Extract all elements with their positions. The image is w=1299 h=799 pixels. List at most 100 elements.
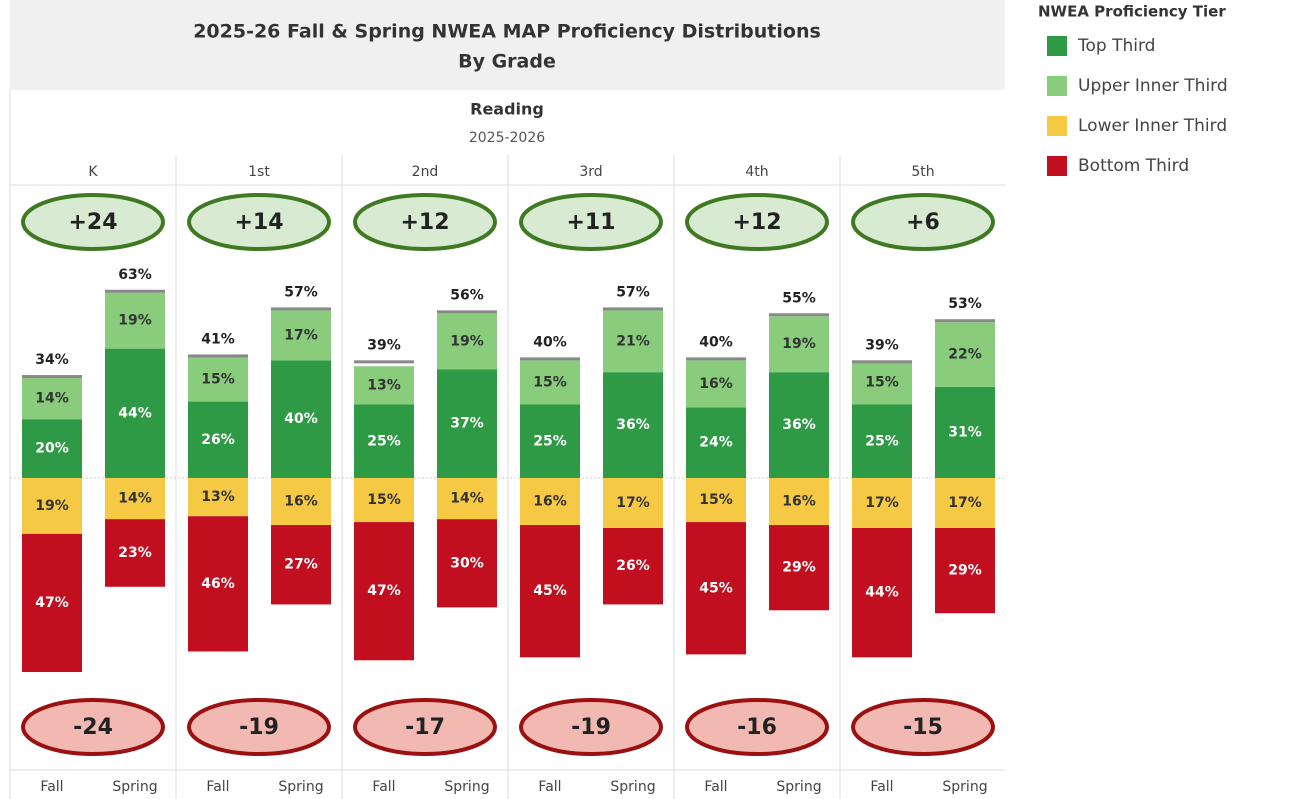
loss-label: -24 [73,715,113,740]
total-label: 34% [35,352,69,368]
total-cap [188,354,248,358]
legend-swatch [1047,156,1067,176]
gain-badge [353,193,497,251]
gain-label: +6 [906,210,940,235]
legend-label: Bottom Third [1078,156,1189,176]
value-label: 44% [865,585,899,601]
bar-segment [769,372,829,478]
value-label: 26% [616,558,650,574]
bar-segment [105,292,165,349]
bar-segment [354,404,414,478]
value-label: 22% [948,347,982,363]
loss-badge [851,698,995,756]
bar-segment [686,360,746,408]
legend-swatch [1047,76,1067,96]
bar-segment [354,522,414,661]
bar-segment [22,533,82,673]
value-label: 25% [865,433,899,449]
gain-badge [21,193,165,251]
bar-segment [852,404,912,478]
bar-segment [769,478,829,526]
category-label: 5th [911,164,934,180]
value-label: 30% [450,555,484,571]
value-label: 45% [699,580,733,596]
total-cap [354,360,414,364]
total-cap [437,310,497,314]
value-label: 25% [533,433,567,449]
gain-badge [519,193,663,251]
loss-label: -19 [239,715,279,740]
bar-segment [22,419,82,478]
subtitle: Reading [470,100,544,119]
loss-badge [21,698,165,756]
bar-segment [935,478,995,528]
bar-segment [852,478,912,528]
period-label: Fall [704,779,727,795]
bar-segment [354,478,414,523]
bar-segment [188,357,248,402]
value-label: 25% [367,433,401,449]
total-label: 39% [865,337,899,353]
total-cap [852,360,912,364]
gain-label: +12 [732,210,781,235]
loss-label: -17 [405,715,445,740]
bar-segment [105,348,165,478]
total-cap [105,289,165,293]
category-label: 4th [745,164,768,180]
value-label: 15% [699,492,733,508]
bar-segment [271,360,331,478]
total-label: 39% [367,337,401,353]
bar-segment [271,310,331,361]
bar-segment [188,478,248,517]
total-label: 55% [782,290,816,306]
value-label: 19% [782,336,816,352]
chart-title-line2: By Grade [458,51,556,73]
value-label: 27% [284,557,318,573]
value-label: 15% [367,492,401,508]
category-label: K [88,164,98,180]
value-label: 44% [118,405,152,421]
total-cap [935,319,995,323]
value-label: 31% [948,424,982,440]
subtitle-line2: 2025-2026 [469,130,545,146]
gain-label: +24 [68,210,117,235]
bar-segment [520,360,580,405]
period-label: Spring [444,779,489,795]
bar-segment [686,522,746,655]
value-label: 47% [367,583,401,599]
loss-badge [685,698,829,756]
bar-segment [520,525,580,658]
legend-label: Top Third [1077,36,1155,56]
bar-segment [935,386,995,478]
gain-label: +12 [400,210,449,235]
bar-segment [271,525,331,605]
period-label: Spring [610,779,655,795]
period-label: Fall [40,779,63,795]
gain-badge [851,193,995,251]
total-label: 57% [284,284,318,300]
value-label: 13% [201,489,235,505]
period-label: Fall [870,779,893,795]
value-label: 36% [782,417,816,433]
value-label: 17% [948,495,982,511]
value-label: 14% [118,491,152,507]
value-label: 19% [450,333,484,349]
value-label: 23% [118,545,152,561]
value-label: 17% [284,327,318,343]
total-cap [22,375,82,379]
bar-segment [686,478,746,523]
bar-segment [437,519,497,608]
bar-segment [935,322,995,387]
period-label: Spring [112,779,157,795]
legend-label: Lower Inner Third [1078,116,1227,136]
bar-segment [520,404,580,478]
bar-segment [188,401,248,478]
bar-segment [769,316,829,373]
value-label: 15% [533,374,567,390]
total-label: 40% [699,334,733,350]
bar-segment [686,407,746,478]
period-label: Spring [278,779,323,795]
value-label: 29% [782,560,816,576]
value-label: 15% [865,374,899,390]
value-label: 37% [450,416,484,432]
